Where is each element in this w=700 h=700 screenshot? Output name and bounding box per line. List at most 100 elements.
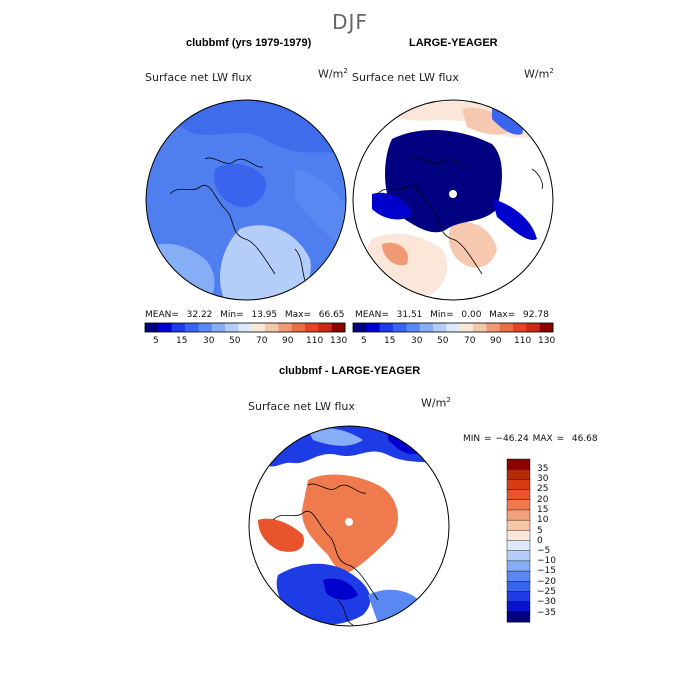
panel3-colorbar-swatch: [506, 601, 531, 613]
panel1-map-boundary: [145, 99, 347, 301]
panel3-colorbar-swatch: [506, 550, 531, 562]
panel1-colorbar-frame: [144, 322, 346, 333]
panel3-variable-label: Surface net LW flux: [248, 400, 355, 413]
panel2-colorbar-tick: 130: [538, 336, 556, 346]
panel3-field-region: [276, 563, 371, 625]
panel2-colorbar-swatch: [393, 323, 407, 332]
panel3-colorbar-swatch: [506, 570, 531, 582]
panel1-colorbar-swatch: [145, 323, 159, 332]
panel1-colorbar-swatch: [211, 323, 226, 332]
panel1-colorbar-tick: 130: [330, 336, 348, 346]
panel3-units: W/m2: [421, 396, 451, 410]
panel2-colorbar-swatch: [446, 323, 460, 332]
panel2-colorbar: [352, 322, 554, 333]
panel3-colorbar-tick: 10: [537, 515, 549, 525]
panel3-colorbar-tick: −25: [537, 587, 556, 597]
panel2-coastline: [411, 157, 471, 168]
panel3-colorbar-swatch: [506, 581, 531, 592]
panel2-colorbar-tick: 15: [384, 336, 396, 346]
panel3-colorbar-swatch: [506, 509, 531, 521]
panel3-colorbar-swatch: [506, 519, 531, 531]
panel3-map: [248, 425, 450, 627]
panel2-field-region: [448, 221, 497, 268]
panel2-colorbar-swatch: [366, 323, 380, 332]
panel3-colorbar-tick: 5: [537, 526, 543, 536]
panel1-colorbar-tick: 30: [203, 336, 215, 346]
panel3-colorbar-tick: 25: [537, 484, 549, 494]
panel2-variable-label: Surface net LW flux: [352, 71, 459, 84]
panel2-field-region: [492, 108, 523, 135]
panel3-field-region: [308, 428, 363, 446]
panel1-colorbar-tick: 90: [282, 336, 294, 346]
panel1-colorbar-swatch: [278, 323, 292, 332]
panel1-colorbar-swatch: [305, 323, 319, 332]
panel3-colorbar-tick: 20: [537, 495, 549, 505]
panel2-field-region: [382, 242, 408, 266]
panel3-colorbar-ticks: 35 30 25 20 15 10 5 0 −5 −10 −15 −20 −25…: [537, 459, 567, 622]
panel1-variable-label: Surface net LW flux: [145, 71, 252, 84]
panel1-title: clubbmf (yrs 1979-1979): [186, 37, 312, 49]
panel1-stats: MEAN= 32.22 Min= 13.95 Max= 66.65: [145, 310, 345, 320]
panel2-colorbar-ticks: 5 15 30 50 70 90 110 130: [353, 336, 556, 348]
panel3-colorbar-tick: 30: [537, 474, 549, 484]
panel2-colorbar-tick: 5: [361, 336, 367, 346]
panel2-colorbar-swatch: [473, 323, 487, 332]
panel3-title: clubbmf - LARGE-YEAGER: [279, 365, 421, 377]
panel1-colorbar-swatch: [158, 323, 172, 332]
panel3-colorbar-swatch: [506, 591, 531, 603]
panel2-colorbar-swatch: [353, 323, 367, 332]
panel3-pole-gap: [345, 518, 353, 526]
panel1-colorbar-swatch: [238, 323, 252, 332]
panel3-colorbar-swatch: [506, 540, 531, 552]
panel1-colorbar-tick: 50: [229, 336, 241, 346]
panel1-colorbar-ticks: 5 15 30 50 70 90 110 130: [145, 336, 348, 348]
panel2-colorbar-swatch: [433, 323, 447, 332]
panel3-colorbar-tick: 15: [537, 505, 549, 515]
panel3-colorbar-swatch: [506, 499, 531, 511]
panel1-coastline: [169, 184, 276, 275]
panel1-colorbar: [144, 322, 346, 333]
panel3-colorbar: [506, 458, 531, 623]
panel2-coastline: [376, 184, 483, 275]
panel3-colorbar-tick: −10: [537, 556, 556, 566]
panel1-field-region: [295, 169, 346, 249]
panel3-coastline: [272, 510, 379, 601]
panel1-colorbar-swatch: [198, 323, 212, 332]
panel3-colorbar-swatch: [506, 489, 531, 501]
panel2-colorbar-swatch: [459, 323, 474, 332]
panel3-coastline: [337, 599, 354, 626]
panel2-colorbar-swatch: [539, 323, 554, 332]
panel2-colorbar-tick: 90: [490, 336, 502, 346]
panel1-colorbar-swatch: [225, 323, 239, 332]
panel3-colorbar-swatch: [506, 530, 531, 541]
panel2-field-region: [372, 192, 412, 220]
panel2-colorbar-frame: [352, 322, 554, 333]
panel1-field-region: [220, 225, 311, 300]
panel1-colorbar-swatch: [265, 323, 279, 332]
panel3-stats: MIN = −46.24 MAX = 46.68: [463, 434, 598, 444]
panel2-colorbar-tick: 70: [464, 336, 476, 346]
panel1-map: [145, 99, 347, 301]
panel2-colorbar-tick: 110: [514, 336, 532, 346]
panel1-colorbar-swatch: [185, 323, 199, 332]
panel1-colorbar-swatch: [318, 323, 332, 332]
panel2-map: [352, 99, 554, 301]
panel1-colorbar-tick: 70: [256, 336, 268, 346]
panel2-field-region: [385, 129, 502, 233]
panel3-colorbar-swatch: [506, 560, 531, 572]
panel3-coastline: [307, 483, 367, 494]
panel2-units: W/m2: [524, 67, 554, 81]
panel2-colorbar-swatch: [419, 323, 434, 332]
panel3-colorbar-tick: 35: [537, 464, 549, 474]
panel2-pole-gap: [449, 190, 457, 198]
panel3-colorbar-tick: −15: [537, 566, 556, 576]
panel2-colorbar-swatch: [513, 323, 527, 332]
panel2-colorbar-swatch: [526, 323, 540, 332]
season-title: DJF: [332, 10, 368, 34]
panel3-field-region: [258, 518, 304, 552]
panel3-colorbar-tick: 0: [537, 536, 543, 546]
panel1-colorbar-swatch: [171, 323, 186, 332]
panel3-colorbar-swatch: [506, 468, 531, 480]
panel2-colorbar-swatch: [486, 323, 500, 332]
panel2-title: LARGE-YEAGER: [409, 37, 498, 49]
